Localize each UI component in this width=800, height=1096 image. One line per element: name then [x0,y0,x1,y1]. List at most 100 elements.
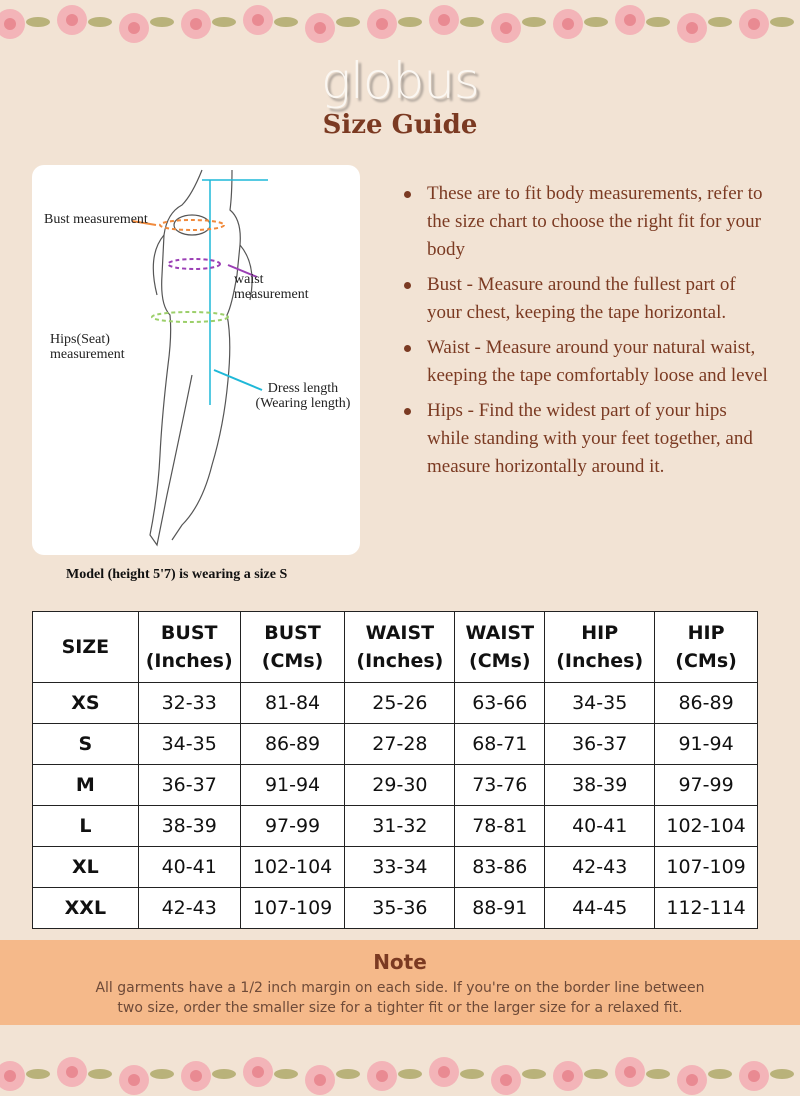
leaf-icon [398,1069,422,1079]
rose-center-icon [128,1074,140,1086]
rose-center-icon [438,1066,450,1078]
leaf-icon [770,17,794,27]
column-header-line: (Inches) [556,650,644,672]
leaf-icon [26,17,50,27]
rose-center-icon [4,18,16,30]
measurement-cell: 81-84 [239,682,346,724]
column-header-line: (Inches) [145,650,233,672]
instruction-item: Waist - Measure around your natural wais… [400,334,770,390]
leaf-icon [336,1069,360,1079]
rose-center-icon [128,22,140,34]
floral-border-top [0,5,794,43]
rose-center-icon [438,14,450,26]
column-header-line: HIP [687,622,725,644]
leaf-icon [88,17,112,27]
size-cell: XXL [32,887,139,929]
leaf-icon [150,17,174,27]
measurement-cell: 40-41 [137,846,241,888]
measurement-cell: 38-39 [137,805,241,847]
measurement-cell: 34-35 [544,682,656,724]
model-caption: Model (height 5'7) is wearing a size S [66,567,288,582]
measurement-instructions: These are to fit body measurements, refe… [400,180,770,488]
leaf-icon [336,17,360,27]
model-illustration [131,169,268,547]
leaf-icon [584,1069,608,1079]
measurement-cell: 97-99 [654,764,758,806]
measurement-cell: 32-33 [137,682,241,724]
column-header-line: SIZE [61,636,110,658]
rose-center-icon [748,18,760,30]
measurement-cell: 25-26 [344,682,456,724]
column-header: HIP (CMs) [654,611,758,683]
rose-center-icon [376,1070,388,1082]
size-cell: L [32,805,139,847]
table-row: L 38-39 97-99 31-32 78-81 40-41 102-104 [32,805,758,847]
leaf-icon [708,17,732,27]
rose-center-icon [66,14,78,26]
measurement-cell: 31-32 [344,805,456,847]
leaf-icon [88,1069,112,1079]
measurement-cell: 107-109 [239,887,346,929]
measurement-cell: 91-94 [239,764,346,806]
rose-center-icon [252,14,264,26]
column-header: HIP (Inches) [544,611,656,683]
note-title: Note [373,950,427,974]
measurement-cell: 36-37 [544,723,656,765]
column-header-line: (CMs) [675,650,737,672]
column-header-line: (CMs) [469,650,531,672]
measurement-cell: 102-104 [654,805,758,847]
rose-center-icon [4,1070,16,1082]
leaf-icon [646,1069,670,1079]
leaf-icon [212,1069,236,1079]
measurement-cell: 73-76 [454,764,546,806]
rose-center-icon [190,18,202,30]
measurement-cell: 63-66 [454,682,546,724]
column-header-line: WAIST [365,622,435,644]
leaf-icon [274,17,298,27]
measurement-cell: 68-71 [454,723,546,765]
measurement-cell: 91-94 [654,723,758,765]
column-header: BUST (CMs) [239,611,346,683]
rose-center-icon [562,1070,574,1082]
measurement-cell: 36-37 [137,764,241,806]
floral-border-bottom [0,1057,794,1095]
measurement-cell: 112-114 [654,887,758,929]
size-cell: M [32,764,139,806]
measurement-cell: 44-45 [544,887,656,929]
rose-center-icon [624,14,636,26]
leaf-icon [708,1069,732,1079]
size-cell: XS [32,682,139,724]
instruction-item: Bust - Measure around the fullest part o… [400,271,770,327]
measurement-cell: 34-35 [137,723,241,765]
instruction-item: Hips - Find the widest part of your hips… [400,397,770,481]
hips-label: Hips(Seat) measurement [50,332,125,362]
rose-center-icon [624,1066,636,1078]
measurement-cell: 35-36 [344,887,456,929]
measurement-cell: 38-39 [544,764,656,806]
rose-center-icon [66,1066,78,1078]
leaf-icon [274,1069,298,1079]
note-band: Note All garments have a 1/2 inch margin… [0,940,800,1025]
rose-center-icon [190,1070,202,1082]
measurement-cell: 29-30 [344,764,456,806]
rose-center-icon [500,22,512,34]
column-header: WAIST (CMs) [454,611,546,683]
leaf-icon [398,17,422,27]
column-header-line: BUST [160,622,218,644]
measurement-cell: 102-104 [239,846,346,888]
measurement-cell: 86-89 [654,682,758,724]
measurement-cell: 42-43 [544,846,656,888]
leaf-icon [522,1069,546,1079]
leaf-icon [646,17,670,27]
measurement-figure: Bust measurement waist measurement Hips(… [32,165,360,555]
size-cell: XL [32,846,139,888]
waist-label: waist measurement [234,272,309,302]
leaf-icon [584,17,608,27]
rose-center-icon [562,18,574,30]
rose-center-icon [376,18,388,30]
leaf-icon [770,1069,794,1079]
brand-logo: globus [321,52,480,110]
leaf-icon [522,17,546,27]
measurement-cell: 40-41 [544,805,656,847]
table-row: XL 40-41 102-104 33-34 83-86 42-43 107-109 [32,846,758,888]
